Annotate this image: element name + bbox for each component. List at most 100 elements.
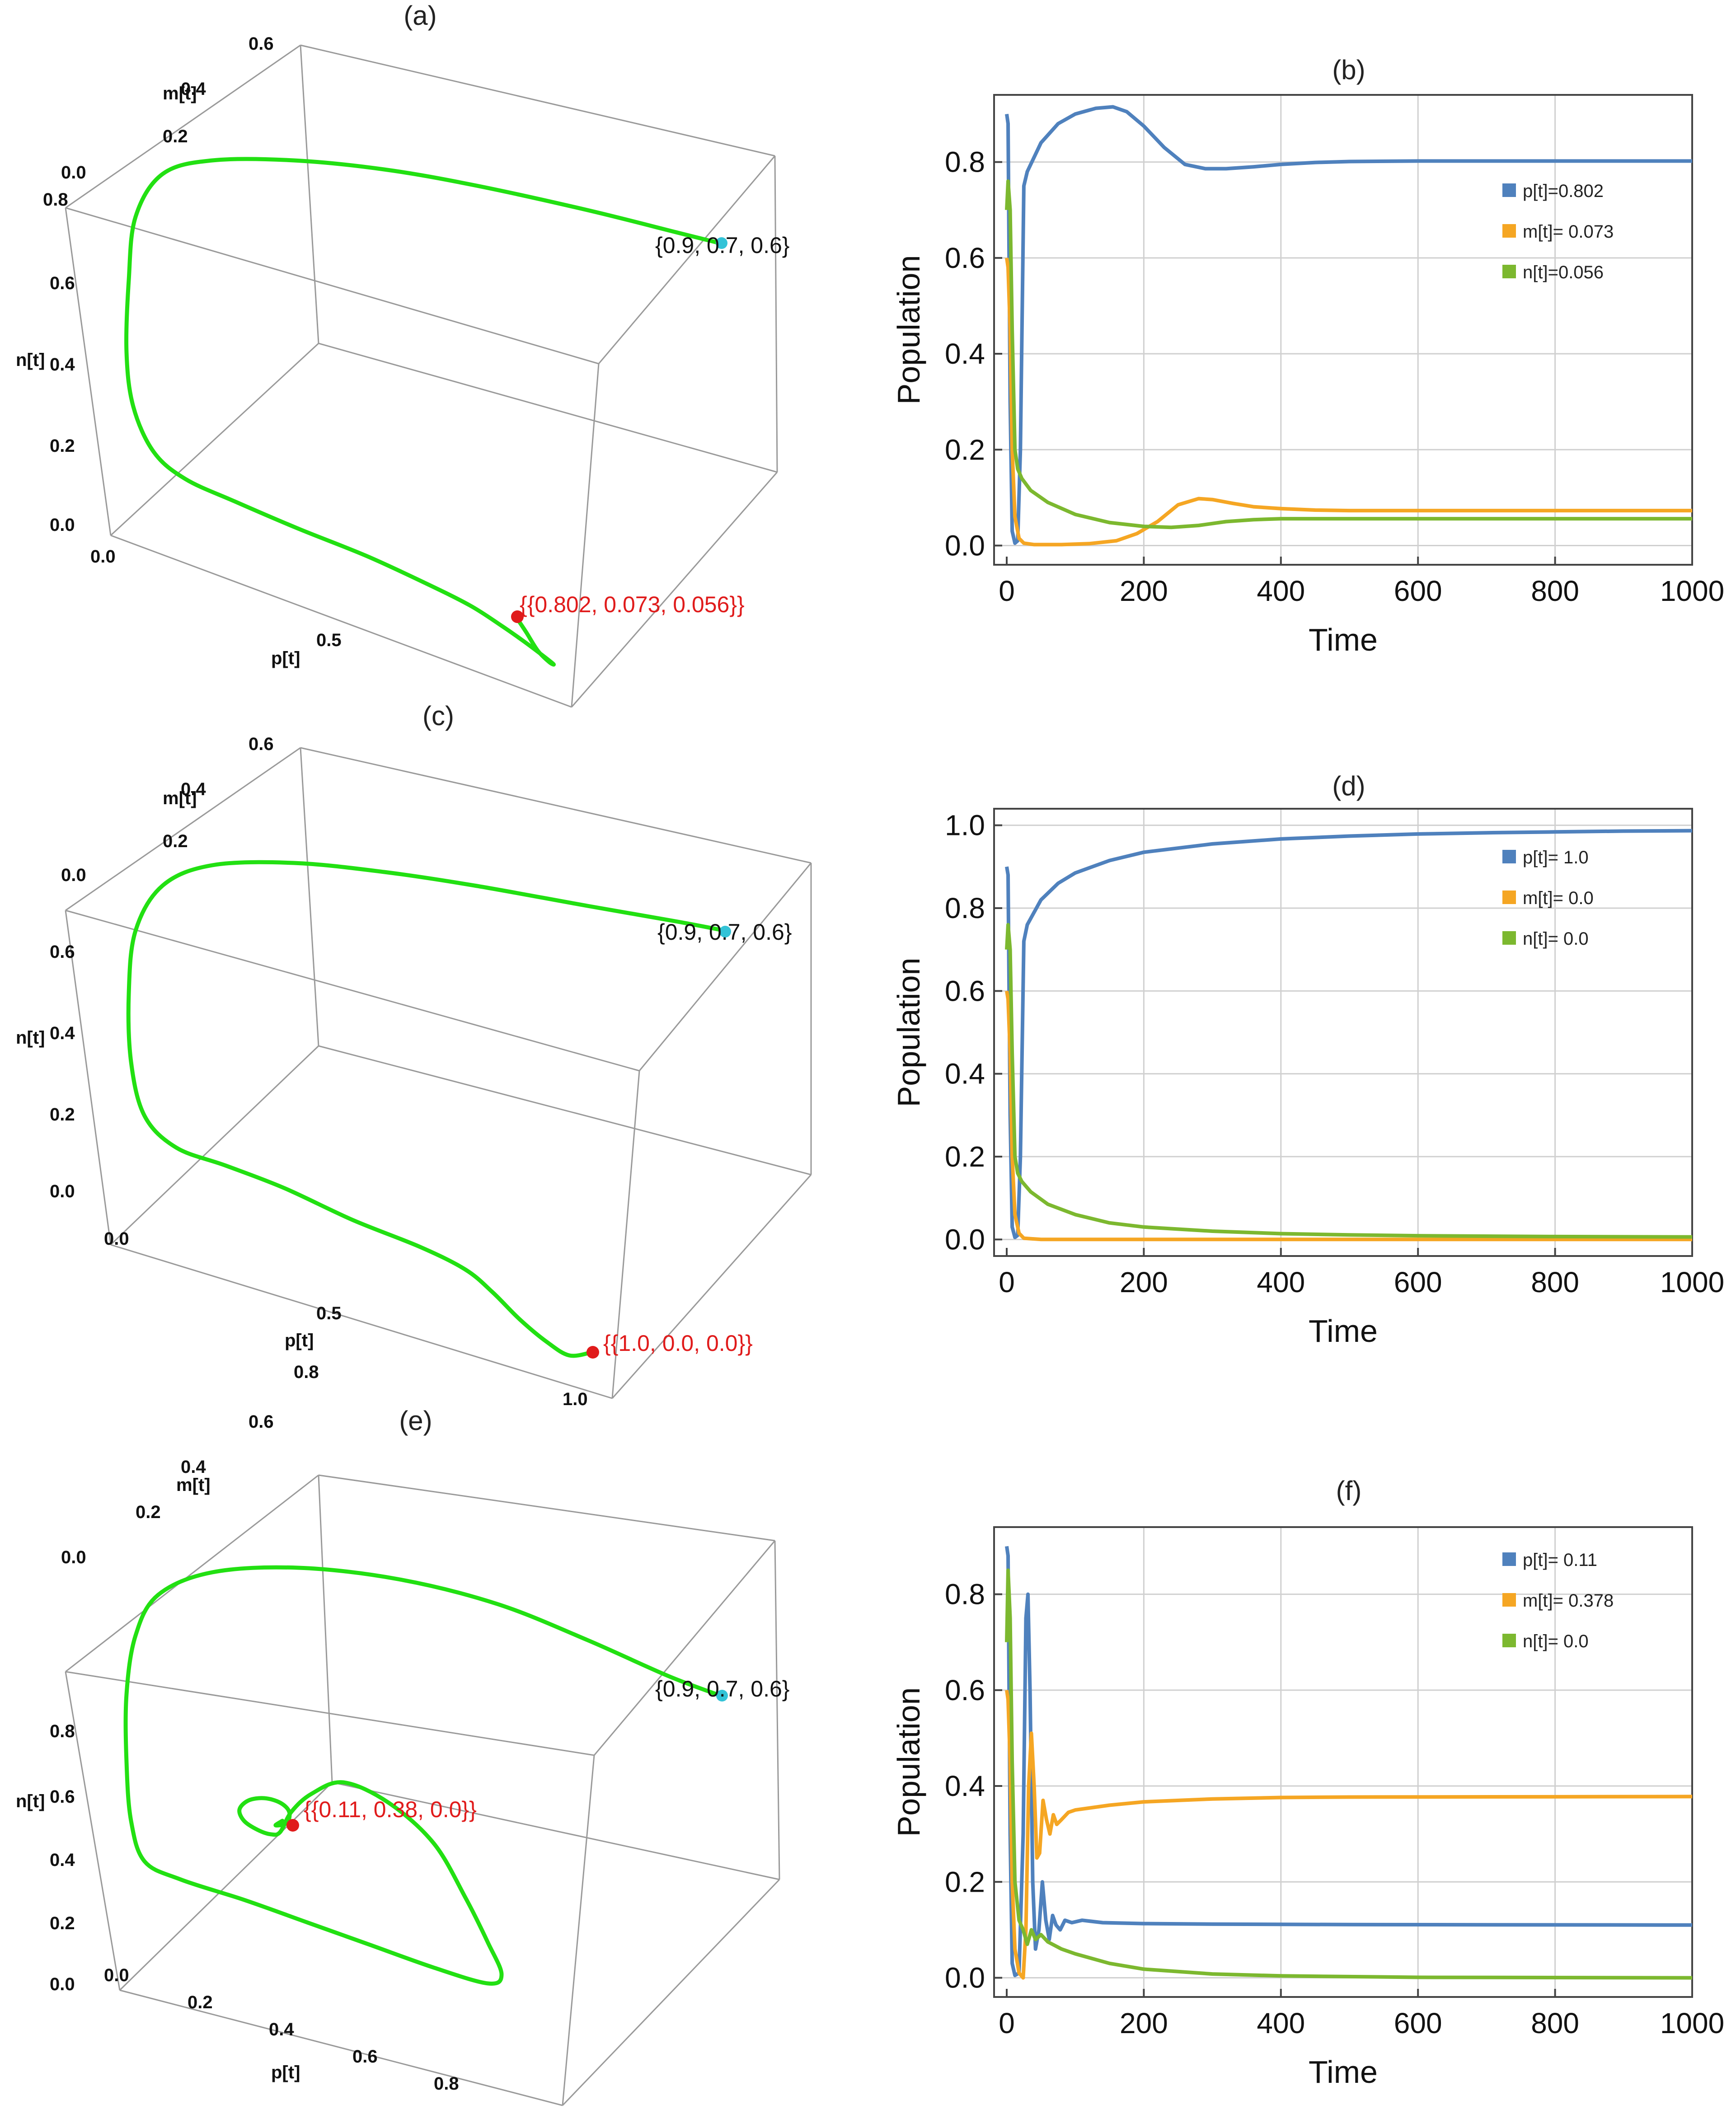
equilibrium-point-label: {{0.802, 0.073, 0.056}} <box>520 592 745 617</box>
y-tick-label: 0.4 <box>181 779 206 799</box>
bounding-box-edge <box>774 155 778 473</box>
time-series-f: (f) 0 200 400 600 800 1000 0.0 0.2 0.4 0.6 0.8 Time P… <box>891 1476 1724 2090</box>
legend-swatch-p <box>1502 183 1516 197</box>
x-tick-label: 200 <box>1120 2007 1168 2039</box>
x-tick-label: 800 <box>1531 2007 1579 2039</box>
legend-label-p: p[t]= 0.11 <box>1523 1550 1597 1570</box>
x-tick-label: 0.5 <box>316 630 342 650</box>
bounding-box-edge <box>65 1671 595 1756</box>
phase-portrait-e: (e) 0.0 0.2 0.4 0.6 0.8 0.0 0.2 0.4 0.6 0.8 0.0 0.2 0… <box>16 1362 790 2106</box>
y-tick-label: 0.4 <box>181 79 206 99</box>
start-point-marker <box>719 926 731 937</box>
z-tick-label: 0.6 <box>50 273 75 293</box>
legend-label-n: n[t]=0.056 <box>1523 262 1604 282</box>
y-tick-label: 0.2 <box>163 831 188 851</box>
y-tick-label: 0.0 <box>945 1223 985 1256</box>
y-tick-label: 0.6 <box>249 1412 274 1432</box>
x-axis-label: Time <box>1309 1313 1378 1349</box>
legend-swatch-n <box>1502 1634 1516 1647</box>
bounding-box-edge <box>300 747 812 864</box>
y-tick-label: 0.6 <box>945 242 985 274</box>
y-tick-label: 0.8 <box>945 146 985 178</box>
z-tick-label: 0.2 <box>50 436 75 456</box>
x-tick-label: 0 <box>999 1266 1015 1298</box>
bounding-box-edge <box>300 45 319 344</box>
x-tick-label: 0.6 <box>352 2047 378 2067</box>
plot-frame <box>993 1526 1693 1998</box>
start-point-label: {0.9, 0.7, 0.6} <box>657 919 792 945</box>
x-tick-label: 600 <box>1394 1266 1442 1298</box>
y-tick-label: 0.6 <box>945 975 985 1007</box>
legend-swatch-m <box>1502 224 1516 238</box>
x-tick-label: 0.4 <box>269 2020 294 2039</box>
x-tick-label: 800 <box>1531 575 1579 607</box>
bounding-box-edge <box>593 1540 776 1756</box>
y-tick-label: 0.8 <box>945 1578 985 1611</box>
bounding-box-edge <box>65 910 112 1245</box>
bounding-box-edge <box>110 1045 319 1246</box>
equilibrium-point-label: {{0.11, 0.38, 0.0}} <box>304 1797 477 1822</box>
bounding-box-edge <box>598 155 776 364</box>
bounding-box-edge <box>110 534 572 708</box>
time-series-d: (d) 0 200 400 600 800 1000 0.0 0.2 0.4 0.6 0.8 1.0 Ti… <box>891 771 1724 1349</box>
x-axis-label: p[t] <box>285 1331 314 1350</box>
z-tick-label: 0.4 <box>50 355 75 375</box>
start-point-label: {0.9, 0.7, 0.6} <box>655 1676 790 1701</box>
bounding-box-edge <box>571 472 778 708</box>
bounding-box-edge <box>65 747 301 911</box>
bounding-box-edge <box>65 1671 121 1991</box>
legend-swatch-n <box>1502 265 1516 278</box>
panel-title: (d) <box>1332 771 1365 801</box>
panel-title: (f) <box>1336 1476 1362 1506</box>
z-axis-label: n[t] <box>16 1028 45 1048</box>
bounding-box-edge <box>119 1781 333 1991</box>
y-tick-label: 0.8 <box>945 892 985 924</box>
y-tick-label: 0.2 <box>945 1140 985 1173</box>
x-tick-label: 0 <box>999 575 1015 607</box>
legend-swatch-m <box>1502 891 1516 904</box>
legend-label-p: p[t]= 1.0 <box>1523 848 1589 867</box>
bounding-box-edge <box>300 747 319 1046</box>
series-line-p <box>1005 1546 1693 1978</box>
z-tick-label: 0.8 <box>43 190 68 210</box>
y-tick-label: 0.0 <box>61 1547 86 1567</box>
x-axis-label: Time <box>1309 622 1378 657</box>
equilibrium-point-label: {{1.0, 0.0, 0.0}} <box>603 1331 753 1356</box>
y-axis-label: m[t] <box>163 84 197 103</box>
bounding-box-edge <box>65 44 301 209</box>
phase-portrait-c: (c) 0.0 0.2 0.4 0.6 0.0 0.2 0.4 0.6 0.0 0.5 1.0 m[t]… <box>16 701 812 1409</box>
x-tick-label: 200 <box>1120 575 1168 607</box>
x-tick-label: 0.5 <box>316 1303 342 1323</box>
x-tick-label: 200 <box>1120 1266 1168 1298</box>
x-tick-label: 600 <box>1394 575 1442 607</box>
y-tick-label: 0.6 <box>945 1674 985 1706</box>
z-tick-label: 0.4 <box>50 1023 75 1043</box>
series-line-m <box>1005 990 1692 1242</box>
y-tick-label: 0.2 <box>136 1502 161 1522</box>
series-line-n <box>1005 1568 1693 1980</box>
z-axis-label: n[t] <box>16 1791 45 1811</box>
bounding-box-edge <box>562 1755 595 2106</box>
bounding-box-edge <box>611 1174 812 1399</box>
y-tick-label: 0.4 <box>945 1770 985 1802</box>
y-tick-label: 0.0 <box>61 163 86 183</box>
x-tick-label: 400 <box>1257 575 1305 607</box>
x-tick-label: 800 <box>1531 1266 1579 1298</box>
bounding-box-edge <box>638 862 812 1071</box>
panel-title: (b) <box>1332 55 1365 85</box>
bounding-box-edge <box>318 1045 812 1176</box>
x-tick-label: 1.0 <box>563 1389 588 1409</box>
y-tick-label: 0.4 <box>181 1457 206 1477</box>
bounding-box-edge <box>65 207 112 536</box>
series-line-m <box>1005 258 1692 547</box>
bounding-box-edge <box>65 207 599 365</box>
start-point-label: {0.9, 0.7, 0.6} <box>655 233 790 258</box>
z-tick-label: 0.4 <box>50 1850 75 1870</box>
equilibrium-point-marker <box>286 1819 299 1832</box>
y-axis-label: m[t] <box>176 1475 211 1495</box>
trajectory-curve <box>126 860 727 1358</box>
x-axis-label: p[t] <box>271 648 300 668</box>
y-tick-label: 0.0 <box>945 530 985 562</box>
x-tick-label: 1000 <box>1660 2007 1724 2039</box>
